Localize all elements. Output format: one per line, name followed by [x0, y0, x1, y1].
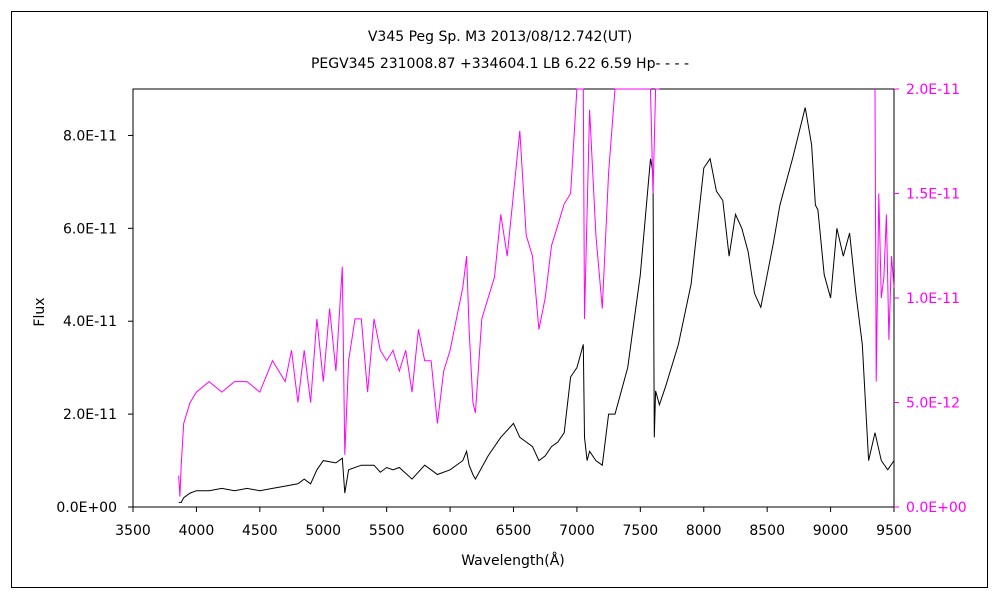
x-tick-label: 7000: [559, 523, 595, 539]
y-axis-left: 0.0E+00 2.0E-11 4.0E-11 6.0E-11 8.0E-11: [56, 128, 133, 516]
y2-tick-label: 1.0E-11: [906, 291, 960, 307]
y2-tick-label: 2.0E-11: [906, 82, 960, 98]
series-layer: [178, 88, 895, 503]
y-tick-label: 4.0E-11: [63, 314, 117, 330]
x-axis: 3500 4000 4500 5000 5500 6000 6500 7000 7500 8000…: [115, 507, 912, 539]
chart-frame: [11, 11, 988, 588]
x-tick-label: 4000: [179, 523, 215, 539]
y2-tick-label: 0.0E+00: [906, 500, 967, 516]
chart-title: V345 Peg Sp. M3 2013/08/12.742(UT): [368, 29, 632, 45]
x-tick-label: 8500: [749, 523, 785, 539]
plot-area: [132, 88, 895, 508]
x-tick-label: 3500: [115, 523, 151, 539]
x-axis-label: Wavelength(Å): [461, 552, 565, 569]
black-spectrum-line-0: [178, 107, 895, 503]
x-tick-label: 7500: [623, 523, 659, 539]
x-tick-label: 8000: [686, 523, 722, 539]
chart-subtitle: PEGV345 231008.87 +334604.1 LB 6.22 6.59…: [311, 56, 689, 72]
y-tick-label: 2.0E-11: [63, 407, 117, 423]
y-axis-right: 0.0E+00 5.0E-12 1.0E-11 1.5E-11 2.0E-11: [894, 82, 967, 516]
y-tick-label: 8.0E-11: [63, 128, 117, 144]
x-tick-label: 6000: [432, 523, 468, 539]
x-tick-label: 6500: [496, 523, 532, 539]
magenta-spectrum-line-1: [178, 88, 660, 497]
magenta-spectrum-line-2: [874, 88, 895, 382]
x-tick-label: 5500: [369, 523, 405, 539]
y2-tick-label: 1.5E-11: [906, 187, 960, 203]
y-tick-label: 0.0E+00: [56, 500, 117, 516]
y2-tick-label: 5.0E-12: [906, 396, 960, 412]
x-tick-label: 5000: [305, 523, 341, 539]
y-axis-label: Flux: [32, 297, 48, 326]
y-tick-label: 6.0E-11: [63, 221, 117, 237]
x-tick-label: 9000: [813, 523, 849, 539]
x-tick-label: 9500: [876, 523, 912, 539]
x-tick-label: 4500: [242, 523, 278, 539]
